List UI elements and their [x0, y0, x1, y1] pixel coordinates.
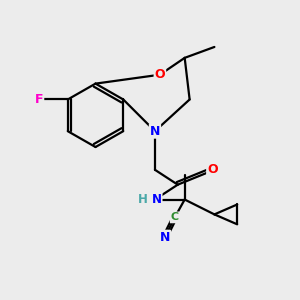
Text: N: N: [150, 125, 160, 138]
Text: F: F: [35, 93, 43, 106]
Text: C: C: [171, 212, 179, 222]
Text: O: O: [154, 68, 165, 81]
Text: N: N: [152, 193, 162, 206]
Text: H: H: [138, 193, 148, 206]
Text: O: O: [207, 163, 218, 176]
Text: N: N: [160, 231, 170, 244]
